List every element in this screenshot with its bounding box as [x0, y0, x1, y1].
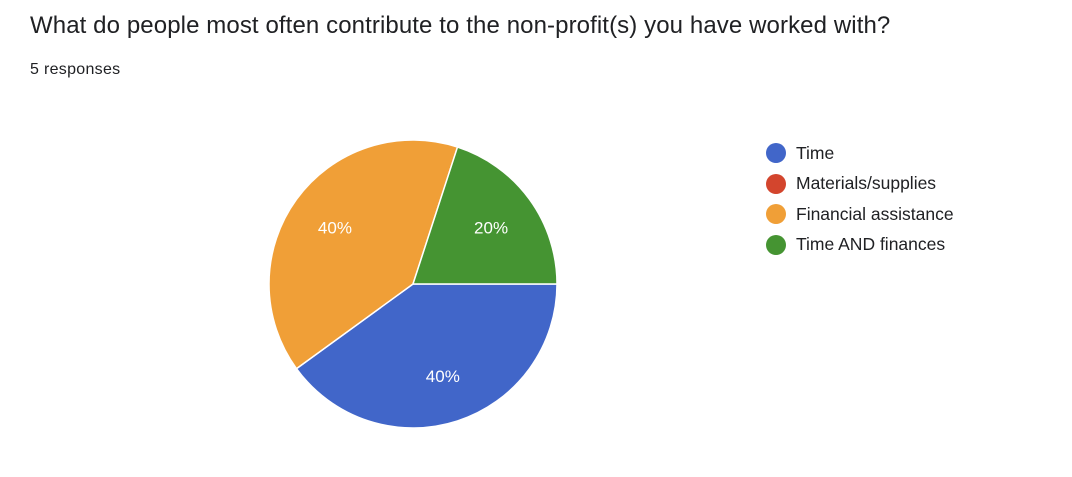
pie-slice-label: 40% — [318, 218, 352, 237]
legend-swatch — [766, 143, 786, 164]
pie-labels: 40% 40% 20% — [318, 218, 508, 385]
question-title: What do people most often contribute to … — [30, 12, 891, 39]
pie-slice-label: 20% — [474, 218, 508, 237]
pie-slice-time[interactable] — [295, 283, 558, 429]
legend-item[interactable]: Time AND finances — [766, 230, 954, 261]
legend-swatch — [766, 173, 786, 194]
response-count: 5 responses — [30, 61, 121, 78]
legend-swatch — [766, 204, 786, 225]
pie-slice-label: 40% — [426, 367, 460, 386]
chart-legend: Time Materials/supplies Financial assistan… — [766, 138, 954, 260]
pie-slice-financial-assistance[interactable] — [268, 139, 459, 370]
legend-item[interactable]: Time — [766, 138, 954, 169]
legend-label: Materials/supplies — [796, 173, 937, 194]
legend-label: Time AND finances — [796, 234, 946, 255]
legend-label: Financial assistance — [796, 203, 954, 224]
legend-label: Time — [796, 142, 835, 163]
legend-swatch — [766, 234, 786, 255]
legend-item[interactable]: Materials/supplies — [766, 169, 954, 200]
pie-slice-time-and-finances[interactable] — [411, 146, 558, 285]
legend-item[interactable]: Financial assistance — [766, 199, 954, 230]
pie-slices — [268, 139, 558, 429]
